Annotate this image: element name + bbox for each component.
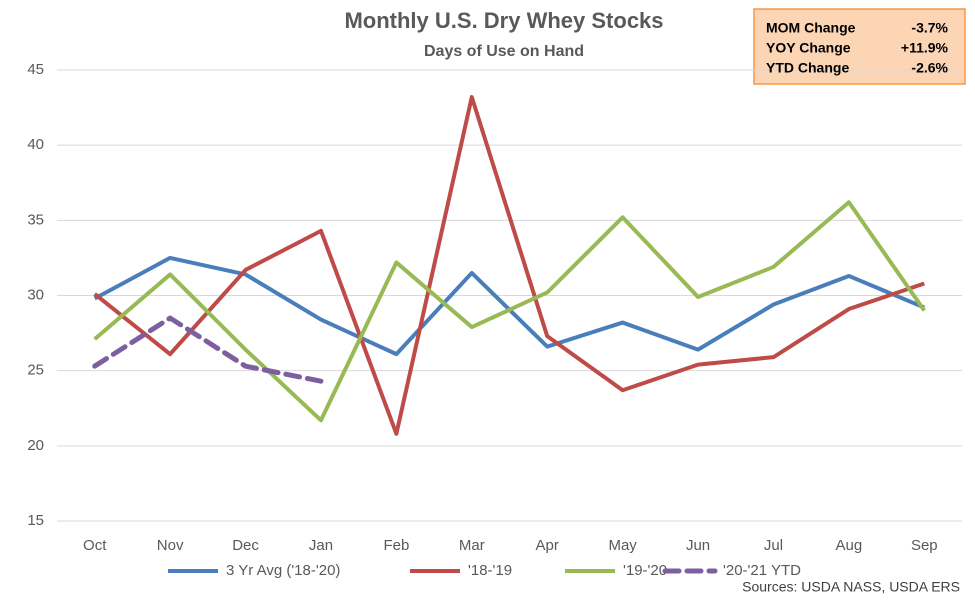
x-tick-label: Sep xyxy=(911,537,938,554)
x-tick-label: Oct xyxy=(83,537,107,554)
info-value: +11.9% xyxy=(901,40,949,56)
x-tick-label: Aug xyxy=(836,537,863,554)
series-line xyxy=(92,315,324,384)
chart-title: Monthly U.S. Dry Whey Stocks xyxy=(344,8,663,33)
x-tick-label: Jul xyxy=(764,537,783,554)
x-tick-label: Jun xyxy=(686,537,710,554)
source: Sources: USDA NASS, USDA ERS xyxy=(742,579,960,595)
y-tick-label: 35 xyxy=(27,211,44,228)
x-tick-label: Apr xyxy=(536,537,559,554)
info-label: YTD Change xyxy=(766,60,849,76)
legend-label: 3 Yr Avg ('18-'20) xyxy=(226,562,340,579)
info-value: -2.6% xyxy=(911,60,948,76)
y-tick-label: 45 xyxy=(27,61,44,78)
y-tick-label: 20 xyxy=(27,437,44,454)
x-tick-label: Dec xyxy=(232,537,259,554)
chart-subtitle: Days of Use on Hand xyxy=(424,43,584,60)
x-tick-label: Nov xyxy=(157,537,184,554)
y-tick-label: 25 xyxy=(27,362,44,379)
info-box xyxy=(753,8,966,85)
x-tick-label: Jan xyxy=(309,537,333,554)
series-line xyxy=(93,95,925,436)
series-line xyxy=(93,200,926,423)
legend-label: '19-'20 xyxy=(623,562,667,579)
info-label: YOY Change xyxy=(766,40,851,56)
info-value: -3.7% xyxy=(911,20,948,36)
y-tick-label: 30 xyxy=(27,286,44,303)
info-label: MOM Change xyxy=(766,20,856,36)
legend-label: '20-'21 YTD xyxy=(723,562,801,579)
y-tick-label: 40 xyxy=(27,136,44,153)
x-tick-label: Feb xyxy=(383,537,409,554)
x-tick-label: May xyxy=(608,537,637,554)
x-tick-label: Mar xyxy=(459,537,485,554)
y-tick-label: 15 xyxy=(27,512,44,529)
legend-label: '18-'19 xyxy=(468,562,512,579)
